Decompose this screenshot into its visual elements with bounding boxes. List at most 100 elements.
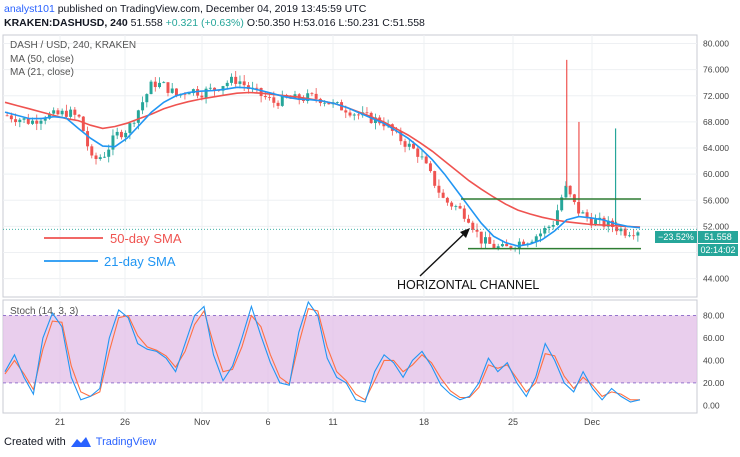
- candle-body: [382, 123, 386, 127]
- candle-body: [86, 131, 90, 147]
- candle-body: [56, 110, 60, 115]
- candle-body: [35, 120, 39, 124]
- candle-body: [259, 87, 263, 97]
- candle-body: [43, 118, 47, 121]
- candle-body: [551, 224, 555, 227]
- candle-body: [187, 93, 191, 95]
- candle-body: [450, 202, 454, 207]
- sma50-annotation: 50-day SMA: [110, 231, 182, 246]
- candle-body: [496, 246, 500, 249]
- candle-body: [166, 82, 170, 93]
- ohlc-values: O:50.350 H:53.016 L:50.231 C:51.558: [246, 17, 425, 29]
- last-price-badge-text: 51.558: [704, 232, 732, 242]
- legend-ma50: MA (50, close): [10, 54, 74, 65]
- price-tick-label: 68.000: [703, 117, 729, 127]
- candle-body: [547, 226, 551, 228]
- price-chart[interactable]: DASH / USD, 240, KRAKEN MA (50, close) M…: [0, 32, 740, 430]
- candle-body: [314, 93, 318, 99]
- candle-body: [5, 115, 9, 117]
- time-tick-label: Dec: [584, 417, 601, 427]
- candle-body: [623, 228, 627, 236]
- stoch-tick-label: 0.00: [703, 400, 720, 410]
- candle-body: [365, 112, 369, 114]
- candle-body: [77, 114, 81, 117]
- created-with-text: Created with: [4, 436, 66, 448]
- price-change: +0.321 (+0.63%): [165, 17, 244, 29]
- candle-body: [90, 146, 94, 156]
- candle-body: [149, 81, 153, 95]
- price-tick-label: 52.000: [703, 221, 729, 231]
- candle-body: [589, 218, 593, 226]
- candle-body: [454, 206, 458, 207]
- candle-body: [445, 197, 449, 203]
- candle-body: [602, 217, 606, 227]
- candle-body: [615, 227, 619, 232]
- time-tick-label: 11: [328, 417, 337, 427]
- stoch-band: [3, 314, 697, 384]
- candle-body: [500, 244, 504, 247]
- stoch-tick-label: 60.00: [703, 333, 725, 343]
- candle-body: [103, 156, 106, 158]
- tradingview-brand-link[interactable]: TradingView: [95, 436, 157, 448]
- candle-body: [64, 110, 68, 117]
- candle-body: [242, 81, 246, 86]
- author-link[interactable]: analyst101: [4, 3, 55, 15]
- stoch-d-line: [4, 308, 640, 401]
- candle-body: [611, 220, 614, 228]
- candle-body: [428, 163, 432, 172]
- price-tick-label: 44.000: [703, 274, 729, 284]
- candle-body: [606, 220, 610, 227]
- candle-body: [238, 81, 242, 84]
- last-price: 51.558: [130, 17, 163, 29]
- candle-body: [632, 235, 636, 237]
- candle-body: [183, 93, 187, 95]
- candle-body: [534, 236, 538, 242]
- candle-body: [196, 89, 200, 96]
- stoch-axis[interactable]: 80.00 60.00 40.00 20.00 0.00: [703, 310, 725, 410]
- time-axis[interactable]: 21 26 Nov 6 11 18 25 Dec: [55, 417, 601, 427]
- candle-body: [158, 82, 161, 88]
- candle-body: [412, 143, 415, 149]
- countdown-badge: [698, 244, 738, 256]
- candle-body: [200, 95, 204, 98]
- price-pane: [2, 34, 698, 298]
- candle-body: [221, 86, 225, 91]
- candle-body: [213, 87, 217, 91]
- stoch-tick-label: 40.00: [703, 355, 725, 365]
- candle-body: [174, 88, 178, 96]
- stoch-tick-label: 80.00: [703, 310, 725, 320]
- time-tick-label: Nov: [194, 417, 211, 427]
- footer: Created with TradingView: [4, 436, 156, 448]
- candle-body: [522, 241, 526, 246]
- sma21-annotation: 21-day SMA: [104, 254, 176, 269]
- candle-body: [234, 76, 238, 84]
- candle-body: [462, 208, 466, 219]
- candle-body: [492, 243, 496, 249]
- candle-body: [636, 232, 640, 236]
- candle-body: [437, 185, 441, 193]
- candle-body: [348, 112, 352, 116]
- candle-body: [107, 149, 111, 157]
- countdown-badge-text: 02:14:02: [700, 245, 735, 255]
- candle-body: [458, 206, 462, 209]
- published-text: published on TradingView.com, December 0…: [57, 3, 367, 15]
- pct-badge: [655, 231, 697, 243]
- candle-body: [115, 131, 119, 136]
- channel-arrow: [419, 231, 467, 277]
- time-tick-label: 18: [419, 417, 429, 427]
- candle-body: [539, 233, 542, 237]
- candle-body: [555, 210, 559, 225]
- candle-body: [560, 197, 564, 211]
- candle-body: [467, 218, 471, 223]
- candle-body: [585, 212, 589, 219]
- candle-body: [306, 93, 310, 102]
- candle-body: [47, 113, 51, 119]
- price-tick-label: 80.000: [703, 39, 729, 49]
- pct-badge-text: −23.52%: [658, 232, 694, 242]
- price-axis[interactable]: 80.000 76.000 72.000 68.000 64.000 60.000 56.0…: [703, 39, 729, 284]
- candle-body: [627, 235, 631, 237]
- candle-body: [111, 135, 115, 150]
- candle-body: [323, 102, 327, 104]
- symbol-header: KRAKEN:DASHUSD, 240 51.558 +0.321 (+0.63…: [4, 17, 425, 29]
- candle-body: [344, 110, 348, 113]
